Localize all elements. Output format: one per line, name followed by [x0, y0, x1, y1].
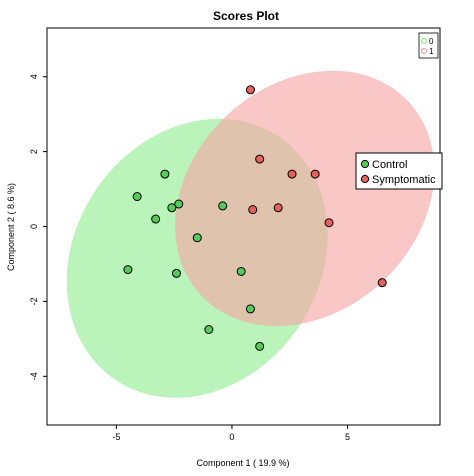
legend-frame [418, 32, 439, 59]
data-point-1 [310, 169, 320, 179]
legend-marker-1 [421, 48, 427, 54]
data-point-0 [204, 324, 214, 334]
data-point-1 [245, 85, 255, 95]
y-axis-label: Component 2 ( 8.6 %) [6, 183, 16, 271]
x-tick-label: 5 [345, 432, 350, 442]
y-tick-label: 0 [29, 224, 39, 229]
x-tick-label: -5 [112, 432, 120, 442]
data-point-1 [255, 154, 265, 164]
callout-marker-symptomatic [360, 174, 370, 184]
callout-label-symptomatic: Symptomatic [372, 174, 436, 186]
callout-legend: Control Symptomatic [355, 152, 443, 190]
data-point-0 [123, 265, 133, 275]
tick-layer: -5 0 5 -4 -2 0 2 4 [29, 74, 350, 442]
data-point-0 [218, 201, 228, 211]
confidence-ellipse-1 [175, 70, 435, 327]
data-point-0 [167, 203, 177, 213]
data-point-0 [160, 169, 170, 179]
legend-marker-0 [421, 38, 427, 44]
data-point-1 [287, 169, 297, 179]
y-tick-label: -4 [29, 372, 39, 380]
data-point-1 [248, 205, 258, 215]
ellipse-layer [66, 70, 435, 398]
data-point-0 [151, 214, 161, 224]
x-axis-label: Component 1 ( 19.9 %) [196, 458, 289, 468]
callout-marker-control [360, 159, 370, 169]
y-tick-label: 2 [29, 149, 39, 154]
data-point-1 [324, 218, 334, 228]
legend-label-1: 1 [429, 47, 434, 56]
x-tick-label: 0 [229, 432, 234, 442]
data-point-1 [377, 278, 387, 288]
legend-label-0: 0 [429, 37, 434, 46]
y-tick-label: -2 [29, 297, 39, 305]
data-point-1 [273, 203, 283, 213]
data-point-0 [255, 341, 265, 351]
data-point-0 [245, 304, 255, 314]
legend-box: 01 [418, 32, 439, 59]
data-point-0 [171, 268, 181, 278]
callout-label-control: Control [372, 159, 407, 171]
data-point-0 [132, 192, 142, 202]
chart-title: Scores Plot [213, 9, 279, 23]
data-point-0 [236, 266, 246, 276]
data-point-0 [174, 199, 184, 209]
callout-frame [355, 152, 443, 190]
point-layer [123, 85, 387, 351]
data-point-0 [192, 233, 202, 243]
y-tick-label: 4 [29, 74, 39, 79]
